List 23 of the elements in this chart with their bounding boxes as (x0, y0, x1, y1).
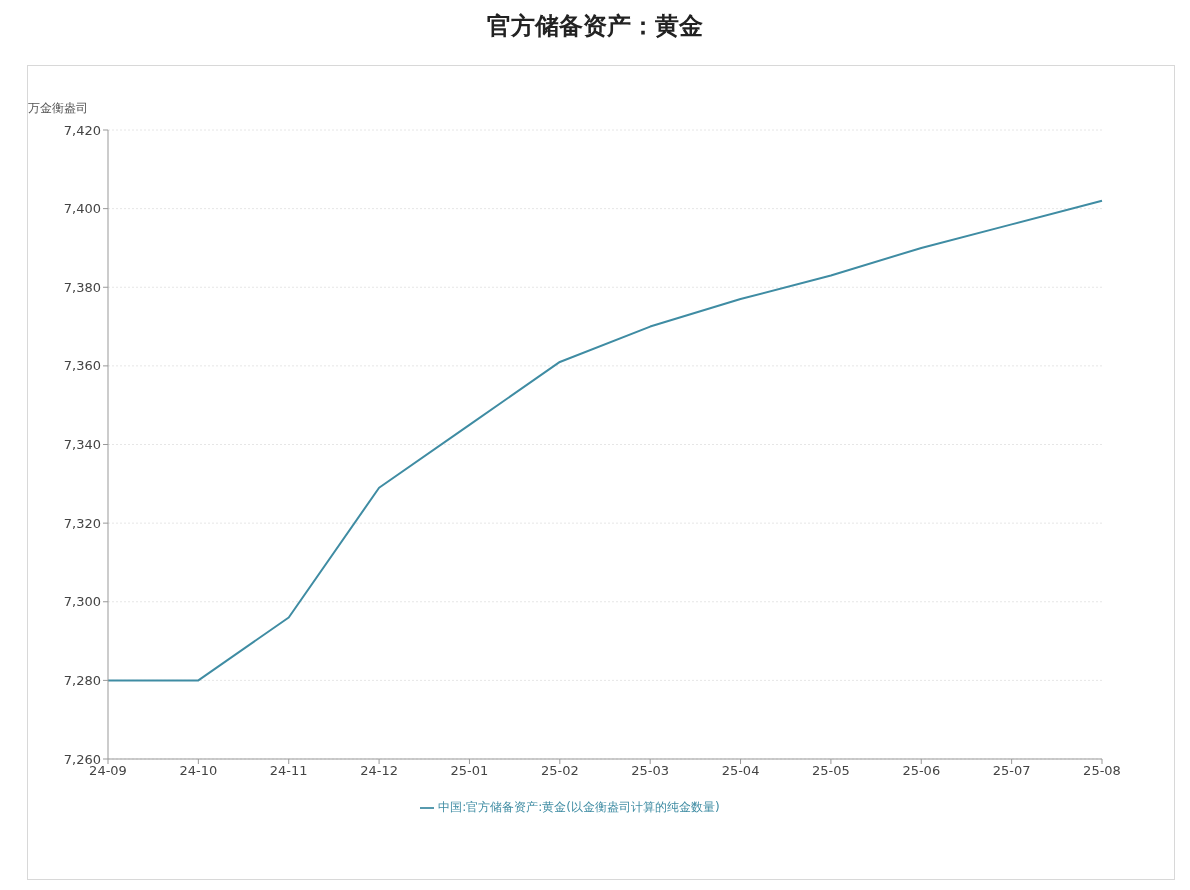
x-tick-label: 25-03 (631, 763, 670, 779)
x-tick-label: 25-04 (721, 763, 760, 779)
y-tick-label: 7,420 (63, 122, 101, 138)
y-tick-label: 7,400 (63, 201, 101, 217)
y-tick-label: 7,320 (63, 515, 101, 531)
x-tick-label: 24-10 (179, 763, 218, 779)
y-tick-label: 7,340 (63, 437, 101, 453)
x-tick-label: 25-01 (450, 763, 489, 779)
y-tick-label: 7,280 (63, 672, 101, 688)
x-tick-label: 24-12 (360, 763, 398, 779)
y-tick-label: 7,360 (63, 358, 101, 374)
y-tick-label: 7,380 (63, 279, 101, 295)
y-axis-title: 万金衡盎司 (28, 101, 88, 115)
x-tick-label: 25-07 (992, 763, 1031, 779)
chart-title: 官方储备资产：黄金 (486, 11, 704, 42)
x-tick-label: 25-05 (812, 763, 850, 779)
x-tick-label: 25-08 (1083, 763, 1121, 779)
legend-label: 中国:官方储备资产:黄金(以金衡盎司计算的纯金数量) (438, 800, 720, 814)
x-tick-label: 25-02 (540, 763, 579, 779)
line-series (107, 199, 1103, 682)
y-tick-label: 7,300 (63, 594, 101, 610)
x-tick-label: 24-11 (269, 763, 308, 779)
x-tick-label: 25-06 (902, 763, 941, 779)
